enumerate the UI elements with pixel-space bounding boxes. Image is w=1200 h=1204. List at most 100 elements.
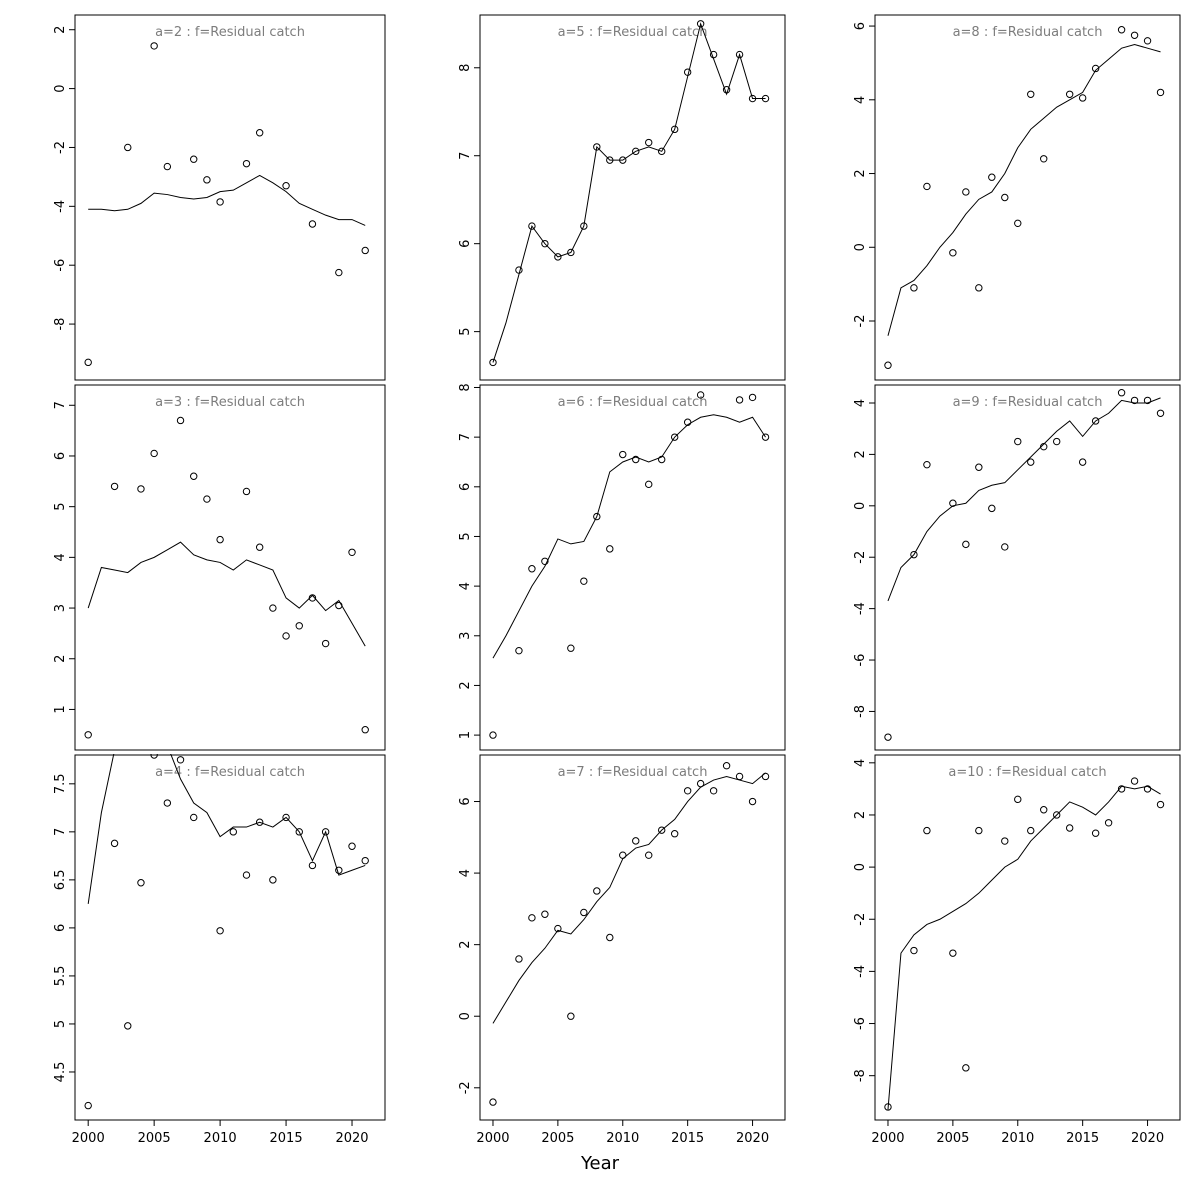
data-point	[735, 772, 744, 781]
x-tick-label: 2020	[736, 1131, 769, 1146]
panel-title: a=6 : f=Residual catch	[558, 395, 708, 410]
data-point	[593, 512, 601, 521]
data-point	[110, 839, 119, 848]
y-tick-label: 2	[53, 26, 68, 34]
data-point	[988, 173, 996, 181]
data-point	[975, 284, 983, 292]
data-point	[593, 143, 601, 151]
y-tick-label: 4	[853, 399, 868, 407]
y-tick-label: 4	[458, 582, 473, 590]
y-tick-label: 7	[53, 828, 68, 836]
x-tick-label: 2000	[871, 1131, 904, 1146]
data-point	[761, 772, 770, 781]
data-point	[269, 876, 277, 884]
data-point	[84, 1101, 92, 1110]
y-tick-label: 0	[853, 502, 868, 510]
panel-border	[479, 14, 786, 381]
data-point	[361, 726, 369, 734]
panel-border	[74, 14, 386, 381]
data-point	[242, 487, 251, 496]
data-point	[923, 826, 931, 835]
data-point	[1130, 31, 1139, 39]
y-tick-label: 0	[853, 243, 868, 251]
panel-a3: a=3 : f=Residual catch 7 6 5 4 3 2 1	[53, 384, 386, 751]
data-point	[1104, 819, 1113, 827]
x-tick-label: 2010	[204, 1131, 237, 1146]
data-point	[735, 396, 744, 404]
y-tick-label: 2	[458, 681, 473, 689]
data-point	[229, 828, 237, 836]
y-tick-label: 0	[53, 84, 68, 92]
data-point	[722, 762, 731, 770]
data-point	[190, 813, 198, 822]
data-point	[910, 946, 918, 955]
y-tick-label: 7	[53, 401, 68, 409]
panel-a4: a=4 : f=Residual catch 7.5 7 6.5 6 5.5 5 4.5 200…	[53, 754, 386, 1146]
data-point	[150, 449, 158, 458]
y-tick-label: 6	[458, 483, 473, 491]
data-point	[748, 94, 757, 103]
y-tick-label: -4	[853, 602, 868, 615]
data-point	[645, 138, 653, 147]
y-tick-label: 8	[458, 64, 473, 72]
x-tick-label: 2015	[270, 1131, 303, 1146]
panel-a2: a=2 : f=Residual catch 2 0 -2 -4 -6 -8	[53, 14, 386, 381]
data-point	[282, 813, 290, 822]
data-point	[923, 182, 931, 191]
y-tick-label: -2	[53, 141, 68, 154]
panel-border	[74, 754, 386, 1121]
data-point	[1040, 806, 1048, 814]
data-point	[696, 779, 705, 788]
data-point	[321, 639, 330, 648]
data-point	[619, 851, 627, 859]
data-point	[335, 866, 343, 874]
y-tick-label: -6	[853, 654, 868, 667]
y-tick-label: 4	[853, 96, 868, 104]
panel-border	[479, 754, 786, 1121]
data-point	[1156, 88, 1165, 97]
data-point	[962, 188, 970, 196]
y-tick-label: -8	[53, 318, 68, 331]
data-point	[1001, 193, 1009, 202]
data-point	[321, 828, 330, 836]
fit-line	[492, 772, 766, 1024]
data-point	[748, 393, 757, 402]
data-point	[1156, 409, 1165, 417]
data-point	[670, 433, 679, 441]
data-point	[137, 879, 145, 887]
data-point	[216, 927, 224, 935]
data-point	[216, 535, 224, 544]
data-point	[515, 955, 523, 963]
data-point	[308, 594, 317, 602]
data-point	[255, 543, 264, 551]
y-tick-label: 7	[458, 433, 473, 441]
fit-line	[887, 785, 1161, 1110]
data-point	[348, 842, 356, 850]
panel-a9: a=9 : f=Residual catch 4 2 0 -2 -4 -6 -8	[853, 384, 1181, 751]
y-tick-label: -2	[853, 315, 868, 328]
y-tick-label: 3	[53, 604, 68, 612]
y-tick-label: 0	[458, 1012, 473, 1020]
data-point	[658, 826, 666, 834]
data-point	[137, 485, 145, 493]
data-point	[567, 1012, 575, 1020]
data-point	[515, 266, 523, 274]
data-point	[361, 856, 369, 865]
y-tick-label: -6	[53, 259, 68, 272]
x-tick-label: 2010	[606, 1131, 639, 1146]
panel-a6: a=6 : f=Residual catch 8 7 6 5 4 3 2 1	[458, 383, 786, 751]
data-point	[606, 545, 614, 553]
y-tick-label: 0	[853, 863, 868, 871]
y-tick-label: -6	[853, 1017, 868, 1030]
data-point	[1130, 777, 1139, 785]
panel-title: a=9 : f=Residual catch	[953, 395, 1103, 410]
panel-border	[74, 384, 386, 751]
y-tick-label: -2	[853, 551, 868, 564]
y-tick-label: -2	[853, 913, 868, 926]
y-tick-label: -2	[458, 1081, 473, 1094]
y-tick-label: 5	[53, 1020, 68, 1028]
data-point	[150, 754, 158, 759]
panel-title: a=2 : f=Residual catch	[155, 25, 305, 40]
data-point	[696, 20, 705, 28]
data-point	[683, 787, 692, 795]
